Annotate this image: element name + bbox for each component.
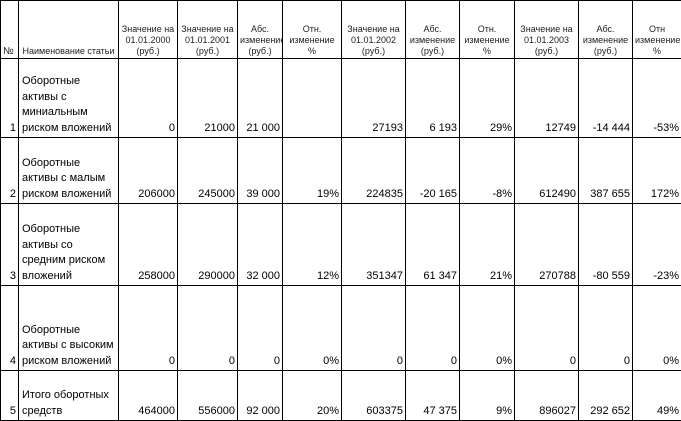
cell: -14 444: [579, 59, 633, 138]
cell: 12749: [515, 59, 579, 138]
cell: 21000: [178, 59, 238, 138]
cell: 603375: [342, 371, 406, 421]
cell: 0: [579, 286, 633, 371]
cell: 172%: [633, 138, 681, 204]
cell: 387 655: [579, 138, 633, 204]
cell: 292 652: [579, 371, 633, 421]
cell: 9%: [460, 371, 515, 421]
column-header: Отн. изменение %: [283, 1, 342, 59]
cell: 0: [119, 286, 178, 371]
item-name: Оборотные активы со средним риском вложе…: [19, 204, 119, 286]
cell: 39 000: [238, 138, 283, 204]
column-header: Отн. изменение %: [460, 1, 515, 59]
cell: 20%: [283, 371, 342, 421]
item-name: Оборотные активы с малым риском вложений: [19, 138, 119, 204]
column-header: Абс. изменение (руб.): [406, 1, 460, 59]
column-header: Значение на 01.01.2001 (руб.): [178, 1, 238, 59]
item-name: Итого оборотных средств: [19, 371, 119, 421]
cell: 351347: [342, 204, 406, 286]
cell: 556000: [178, 371, 238, 421]
cell: 245000: [178, 138, 238, 204]
cell: 32 000: [238, 204, 283, 286]
column-header: Отн изменение %: [633, 1, 681, 59]
cell: [283, 59, 342, 138]
column-header: Наименование статьи: [19, 1, 119, 59]
cell: 21 000: [238, 59, 283, 138]
cell: 224835: [342, 138, 406, 204]
cell: 612490: [515, 138, 579, 204]
column-header: Значение на 01.01.2003 (руб.): [515, 1, 579, 59]
cell: 21%: [460, 204, 515, 286]
column-header: Абс. изменение (руб.): [579, 1, 633, 59]
cell: 5: [1, 371, 19, 421]
cell: 1: [1, 59, 19, 138]
cell: 896027: [515, 371, 579, 421]
cell: 6 193: [406, 59, 460, 138]
cell: 0: [238, 286, 283, 371]
cell: -23%: [633, 204, 681, 286]
cell: 0: [515, 286, 579, 371]
cell: 47 375: [406, 371, 460, 421]
column-header: Значение на 01.01.2000 (руб.): [119, 1, 178, 59]
cell: -53%: [633, 59, 681, 138]
cell: 270788: [515, 204, 579, 286]
cell: 27193: [342, 59, 406, 138]
cell: 4: [1, 286, 19, 371]
cell: 464000: [119, 371, 178, 421]
cell: 49%: [633, 371, 681, 421]
cell: 0: [342, 286, 406, 371]
cell: 0: [119, 59, 178, 138]
cell: -20 165: [406, 138, 460, 204]
cell: 92 000: [238, 371, 283, 421]
cell: 290000: [178, 204, 238, 286]
cell: 19%: [283, 138, 342, 204]
cell: -80 559: [579, 204, 633, 286]
cell: 258000: [119, 204, 178, 286]
cell: 29%: [460, 59, 515, 138]
cell: 0: [406, 286, 460, 371]
cell: 0%: [633, 286, 681, 371]
cell: 3: [1, 204, 19, 286]
cell: 2: [1, 138, 19, 204]
cell: 61 347: [406, 204, 460, 286]
column-header: №: [1, 1, 19, 59]
column-header: Абс. изменение (руб.): [238, 1, 283, 59]
cell: 0%: [460, 286, 515, 371]
cell: 0%: [283, 286, 342, 371]
cell: 12%: [283, 204, 342, 286]
column-header: Значение на 01.01.2002 (руб.): [342, 1, 406, 59]
cell: -8%: [460, 138, 515, 204]
item-name: Оборотные активы с миниальным риском вло…: [19, 59, 119, 138]
item-name: Оборотные активы с высоким риском вложен…: [19, 286, 119, 371]
cell: 0: [178, 286, 238, 371]
cell: 206000: [119, 138, 178, 204]
